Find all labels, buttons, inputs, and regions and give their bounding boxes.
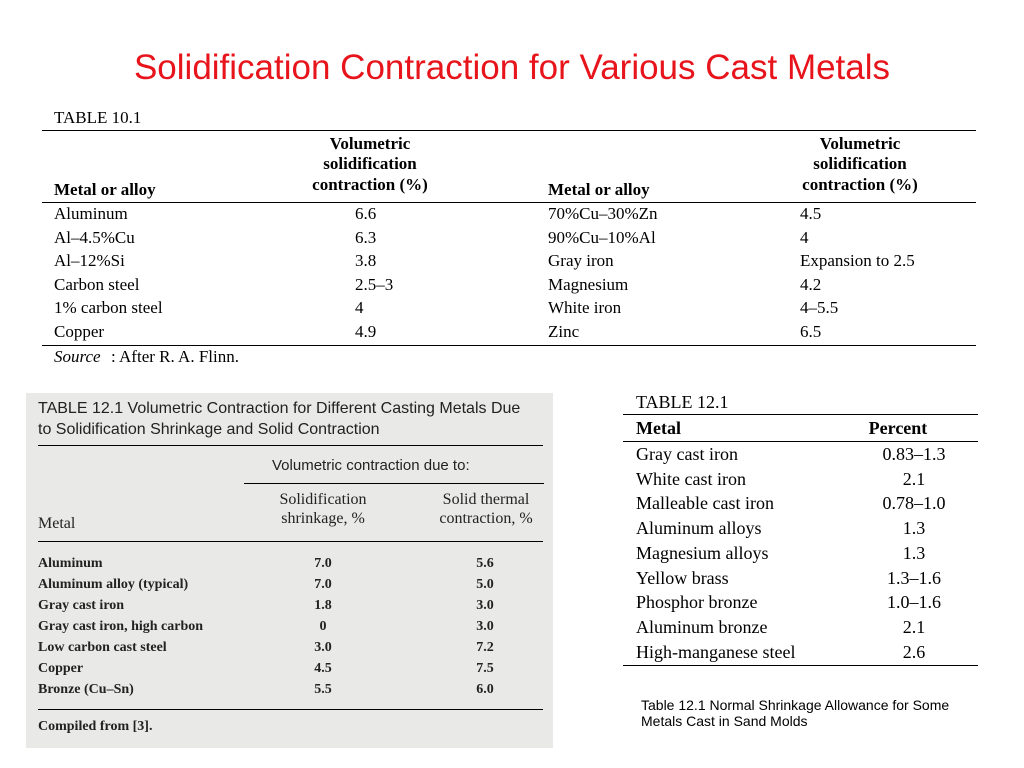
table-cell: 6.6 <box>355 204 377 223</box>
table-cell: Gray cast iron <box>636 444 738 464</box>
table-cell: Al–12%Si <box>54 251 125 271</box>
table-cell: White cast iron <box>636 468 746 489</box>
scan-cell: 7.5 <box>476 661 494 676</box>
table-cell: Gray iron <box>548 251 614 271</box>
scan-cell: 3.0 <box>314 640 332 655</box>
scan-header: Solidification shrinkage, % <box>279 491 367 528</box>
table-cell: 4.2 <box>800 274 822 294</box>
scan-cell: Aluminum <box>38 556 103 571</box>
table-cell: 4 <box>800 227 809 247</box>
scan-cell: 3.0 <box>476 619 494 634</box>
rule <box>623 441 978 442</box>
column-header: Metal or alloy <box>548 180 650 199</box>
table-cell: Magnesium <box>548 274 629 294</box>
scan-cell: 5.0 <box>476 577 494 592</box>
table-cell: Magnesium alloys <box>636 542 769 563</box>
table-cell: 0.78–1.0 <box>882 493 946 514</box>
scan-cell: Low carbon cast steel <box>38 640 167 655</box>
table-cell: 0.83–1.3 <box>882 444 946 464</box>
scan-cell: Copper <box>38 661 84 676</box>
table-cell: Phosphor bronze <box>636 592 758 613</box>
table-cell: Carbon steel <box>54 274 140 294</box>
scan-cell: Gray cast iron <box>38 598 125 613</box>
scan-title: TABLE 12.1 Volumetric Contraction for Di… <box>38 400 521 438</box>
table-cell: Copper <box>54 322 105 341</box>
table-cell: Yellow brass <box>636 567 729 588</box>
scan-cell: 7.0 <box>314 556 332 571</box>
table-cell: Expansion to 2.5 <box>800 251 915 271</box>
column-header: Metal or alloy <box>54 180 156 199</box>
table-cell: 4.9 <box>355 322 377 341</box>
table-cell: 6.3 <box>355 227 377 247</box>
table-cell: White iron <box>548 298 622 318</box>
table-cell: 2.1 <box>902 616 926 637</box>
rule <box>244 483 544 484</box>
table-cell: 70%Cu–30%Zn <box>548 204 658 223</box>
table-cell: 4.5 <box>800 204 822 223</box>
scanned-table: TABLE 12.1 Volumetric Contraction for Di… <box>26 393 553 748</box>
table-label: TABLE 10.1 <box>54 108 142 127</box>
table-cell: Aluminum bronze <box>636 616 768 637</box>
scan-cell: 5.6 <box>476 556 494 571</box>
rule <box>42 345 976 346</box>
table-cell: Aluminum alloys <box>636 518 762 539</box>
scan-cell: 5.5 <box>314 682 332 697</box>
table-caption: Table 12.1 Normal Shrinkage Allowance fo… <box>641 697 950 729</box>
scan-footer: Compiled from [3]. <box>38 719 153 734</box>
column-header: Volumetric solidification contraction (%… <box>312 134 428 194</box>
rule <box>38 445 543 446</box>
table-cell: 1.0–1.6 <box>887 592 941 613</box>
scan-cell: 7.2 <box>476 640 494 655</box>
table-cell: 1% carbon steel <box>54 298 163 318</box>
rule <box>38 541 543 542</box>
scan-cell: 4.5 <box>314 661 332 676</box>
table-cell: 1.3 <box>902 542 926 563</box>
source-label: Source <box>54 347 101 366</box>
table-cell: 4–5.5 <box>800 298 839 318</box>
scan-cell: 7.0 <box>314 577 332 592</box>
table-cell: 2.6 <box>902 641 926 662</box>
table-label: TABLE 12.1 <box>636 392 729 412</box>
table-cell: 1.3–1.6 <box>887 567 941 588</box>
column-header: Metal <box>636 418 681 438</box>
rule <box>623 665 978 666</box>
column-header: Volumetric solidification contraction (%… <box>802 134 918 194</box>
scan-cell: Bronze (Cu–Sn) <box>38 682 134 697</box>
slide-title: Solidification Contraction for Various C… <box>133 48 891 87</box>
column-header: Percent <box>868 418 928 438</box>
scan-cell: 6.0 <box>476 682 494 697</box>
table-cell: 3.8 <box>355 251 377 271</box>
scan-cell: 3.0 <box>476 598 494 613</box>
scan-group-header: Volumetric contraction due to: <box>272 457 470 474</box>
scan-cell: 1.8 <box>314 598 332 613</box>
scan-cell: Aluminum alloy (typical) <box>38 577 189 592</box>
rule <box>42 202 976 203</box>
table-cell: 6.5 <box>800 322 822 341</box>
rule <box>623 414 978 415</box>
rule <box>42 130 976 131</box>
table-cell: 1.3 <box>902 518 926 539</box>
table-cell: Zinc <box>548 322 580 341</box>
table-cell: 90%Cu–10%Al <box>548 227 656 247</box>
scan-cell: Gray cast iron, high carbon <box>38 619 204 634</box>
rule <box>38 709 543 710</box>
scan-header: Metal <box>38 515 76 532</box>
table-cell: Al–4.5%Cu <box>54 227 135 247</box>
scan-header: Solid thermal contraction, % <box>439 491 533 528</box>
table-cell: 2.1 <box>902 468 926 489</box>
table-cell: 4 <box>355 298 364 318</box>
table-cell: Malleable cast iron <box>636 493 774 514</box>
source-text: : After R. A. Flinn. <box>111 347 239 366</box>
table-cell: High-manganese steel <box>636 641 796 662</box>
table-cell: 2.5–3 <box>355 274 394 294</box>
table-cell: Aluminum <box>54 204 128 223</box>
scan-cell: 0 <box>319 619 327 634</box>
